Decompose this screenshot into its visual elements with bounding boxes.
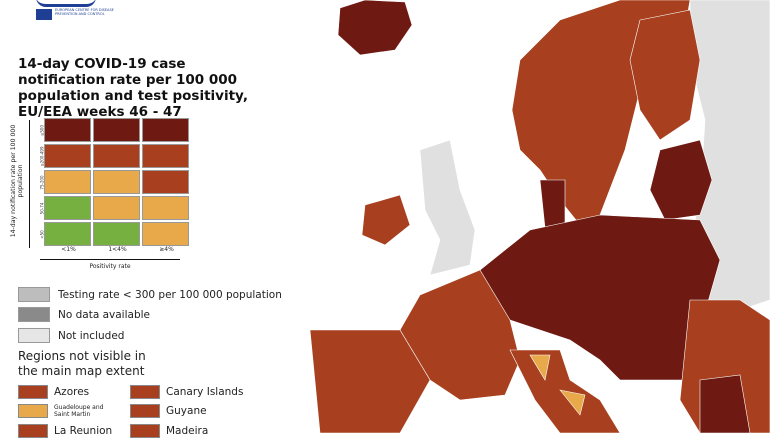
matrix-cell — [93, 222, 140, 246]
map-title: 14-day COVID-19 case notification rate p… — [18, 56, 248, 120]
legend-not-included: Not included — [18, 328, 124, 343]
y-axis-arrow — [29, 120, 30, 248]
matrix-cell — [142, 196, 189, 220]
region-guadeloupe: Guadeloupe and Saint Martin — [18, 404, 114, 418]
column-label: <1% — [61, 246, 76, 253]
matrix-cell — [142, 144, 189, 168]
matrix-cell — [44, 196, 91, 220]
eu-flag-icon — [36, 9, 52, 20]
row-label: 75-200 — [39, 175, 45, 190]
region-canary-islands: Canary Islands — [130, 385, 243, 399]
matrix-cell — [142, 222, 189, 246]
matrix-cell — [44, 222, 91, 246]
x-axis-arrow — [40, 259, 180, 260]
legend-no-data: No data available — [18, 307, 150, 322]
row-label: ≥200-499 — [39, 146, 45, 167]
region-azores: Azores — [18, 385, 89, 399]
column-label: 1<4% — [108, 246, 127, 253]
region-guyane: Guyane — [130, 404, 207, 418]
region-la-reunion: La Reunion — [18, 424, 112, 438]
x-axis-label: Positivity rate — [89, 263, 131, 270]
map-greece — [699, 374, 751, 433]
matrix-cell — [142, 118, 189, 142]
matrix-cell — [93, 118, 140, 142]
row-label: 50-74 — [39, 202, 45, 215]
legend-testing-rate: Testing rate < 300 per 100 000 populatio… — [18, 287, 282, 302]
matrix-cell — [93, 170, 140, 194]
y-axis-label: 14-day notification rate per 100 000 pop… — [10, 124, 24, 238]
map-finland — [629, 9, 701, 141]
map-iceland — [337, 0, 413, 56]
regions-header: Regions not visible in the main map exte… — [18, 349, 146, 378]
region-madeira: Madeira — [130, 424, 208, 438]
map-italy-orange2 — [559, 389, 586, 416]
map-spain — [309, 329, 431, 433]
map-italy-orange — [529, 354, 551, 381]
map-ireland — [361, 194, 411, 246]
matrix-cell — [93, 196, 140, 220]
map-central — [479, 214, 721, 381]
map-uk — [419, 139, 476, 276]
matrix-cell — [142, 170, 189, 194]
color-matrix — [44, 118, 189, 246]
matrix-cell — [93, 144, 140, 168]
matrix-cell — [44, 144, 91, 168]
map-baltics — [649, 139, 713, 221]
row-label: ≥500 — [39, 125, 45, 136]
map-denmark — [539, 179, 566, 229]
matrix-cell — [44, 170, 91, 194]
column-label: ≥4% — [159, 246, 174, 253]
row-label: <50 — [39, 230, 45, 239]
matrix-cell — [44, 118, 91, 142]
